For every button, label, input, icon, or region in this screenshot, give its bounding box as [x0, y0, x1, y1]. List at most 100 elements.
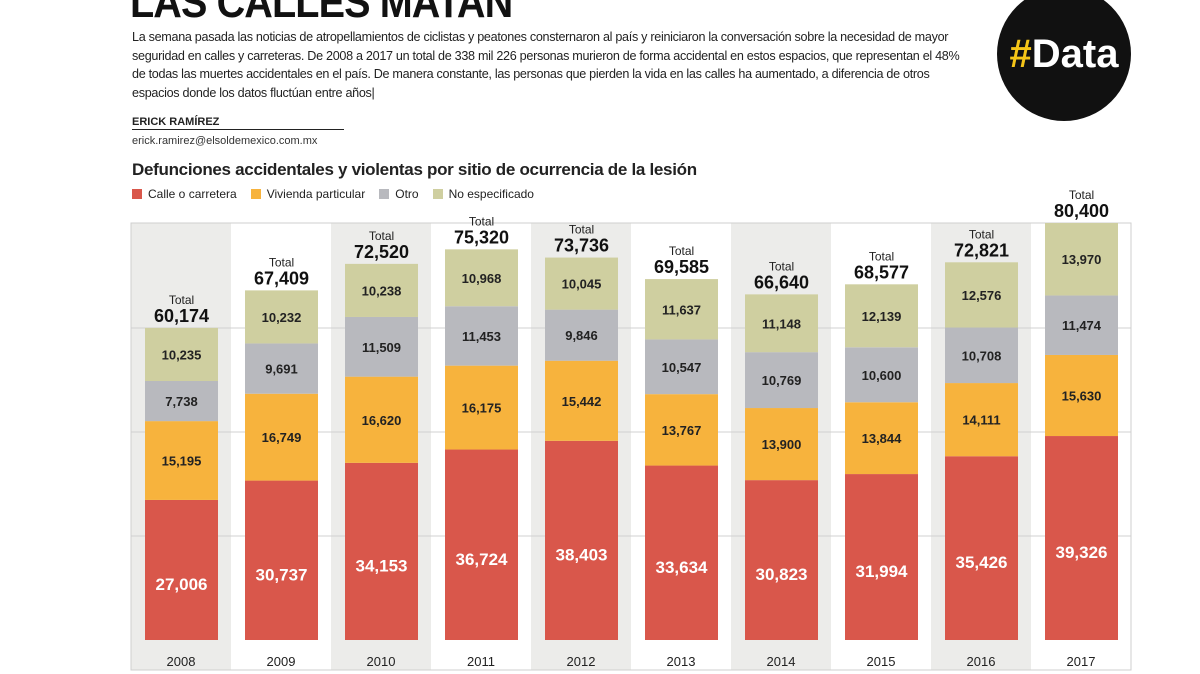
data-label: 7,738	[165, 394, 198, 409]
total-label: 80,400	[1054, 201, 1109, 221]
author-email[interactable]: erick.ramirez@elsoldemexico.com.mx	[132, 135, 318, 147]
bar-segment	[745, 408, 818, 481]
total-caption: Total	[769, 259, 794, 273]
bar-segment	[1045, 436, 1118, 640]
bar-segment	[945, 327, 1018, 384]
data-label: 16,175	[462, 401, 502, 416]
data-label: 10,232	[262, 310, 302, 325]
total-caption: Total	[1069, 188, 1094, 202]
x-tick-label: 2014	[767, 654, 796, 669]
legend-swatch	[432, 189, 443, 199]
legend-item: Vivienda particular	[250, 187, 366, 201]
total-caption: Total	[669, 244, 694, 258]
total-label: 66,640	[754, 272, 809, 292]
total-caption: Total	[469, 214, 494, 228]
x-tick-label: 2017	[1067, 654, 1096, 669]
data-label: 27,006	[156, 575, 208, 594]
bar-segment	[245, 393, 318, 481]
data-label: 13,767	[662, 423, 702, 438]
data-label: 15,195	[162, 454, 202, 469]
data-label: 13,900	[762, 437, 802, 452]
total-label: 72,520	[354, 242, 409, 262]
bar-segment	[145, 380, 218, 422]
chart-frame	[130, 222, 1132, 671]
total-caption: Total	[969, 227, 994, 241]
total-label: 75,320	[454, 227, 509, 247]
data-label: 10,547	[662, 360, 702, 375]
x-tick-label: 2009	[267, 654, 296, 669]
legend-swatch	[250, 189, 261, 199]
bar-segment	[1045, 223, 1118, 296]
x-tick-label: 2010	[367, 654, 396, 669]
data-label: 10,769	[762, 373, 802, 388]
data-label: 36,724	[456, 550, 509, 569]
x-tick-label: 2016	[967, 654, 996, 669]
bar-segment	[945, 383, 1018, 457]
data-label: 38,403	[556, 545, 608, 564]
data-label: 13,970	[1062, 252, 1102, 267]
data-label: 34,153	[356, 556, 408, 575]
x-tick-label: 2011	[467, 654, 495, 669]
legend-swatch	[379, 189, 390, 199]
data-label: 16,620	[362, 413, 402, 428]
total-label: 60,174	[154, 306, 209, 326]
data-label: 14,111	[962, 413, 1000, 428]
bar-segment	[545, 257, 618, 310]
total-caption: Total	[169, 293, 194, 307]
total-label: 69,585	[654, 257, 709, 277]
data-label: 15,630	[1062, 389, 1102, 404]
chart-title: Defunciones accidentales y violentas por…	[132, 160, 697, 179]
bar-segment	[245, 480, 318, 640]
bar-segment	[145, 327, 218, 381]
bar-segment	[845, 402, 918, 475]
headline: LAS CALLES MATAN	[130, 0, 513, 27]
legend-label: Otro	[395, 187, 419, 201]
data-label: 9,846	[565, 328, 598, 343]
bar-segment	[1045, 295, 1118, 355]
total-caption: Total	[269, 255, 294, 269]
total-label: 68,577	[854, 262, 909, 282]
data-label: 30,823	[756, 565, 808, 584]
bar-segment	[245, 290, 318, 344]
x-tick-label: 2008	[167, 654, 196, 669]
bar-segment	[345, 376, 418, 463]
bar-segment	[745, 352, 818, 409]
total-label: 72,821	[954, 240, 1009, 260]
legend-item: No especificado	[432, 187, 534, 201]
bar-segment	[745, 480, 818, 640]
legend-label: Vivienda particular	[266, 187, 366, 201]
x-tick-label: 2015	[867, 654, 896, 669]
data-label: 9,691	[265, 362, 298, 377]
bar-segment	[545, 309, 618, 361]
bar-segment	[945, 262, 1018, 328]
legend: Calle o carretera Vivienda particular Otro…	[132, 187, 534, 201]
bar-segment	[945, 456, 1018, 640]
data-label: 10,968	[462, 271, 502, 286]
legend-item: Calle o carretera	[132, 187, 237, 201]
data-label: 31,994	[856, 562, 909, 581]
data-logo: # Data	[997, 0, 1131, 121]
x-tick-label: 2013	[667, 654, 696, 669]
data-label: 33,634	[656, 558, 709, 577]
total-caption: Total	[569, 223, 594, 237]
data-label: 12,139	[862, 309, 902, 324]
bar-segment	[845, 347, 918, 403]
bar-segment	[645, 279, 718, 340]
legend-item: Otro	[379, 187, 419, 201]
data-label: 10,238	[362, 283, 402, 298]
data-label: 11,637	[662, 302, 701, 317]
bar-segment	[445, 306, 518, 366]
bar-segment	[845, 284, 918, 348]
total-caption: Total	[869, 249, 894, 263]
data-label: 11,148	[762, 316, 801, 331]
data-label: 11,474	[1062, 318, 1102, 333]
bar-segment	[445, 449, 518, 640]
bar-segment	[345, 462, 418, 640]
data-label: 10,045	[562, 277, 602, 292]
bar-segment	[145, 421, 218, 500]
data-label: 15,442	[562, 394, 602, 409]
bar-segment	[445, 365, 518, 450]
bar-segment	[545, 440, 618, 640]
bar-segment	[245, 343, 318, 394]
